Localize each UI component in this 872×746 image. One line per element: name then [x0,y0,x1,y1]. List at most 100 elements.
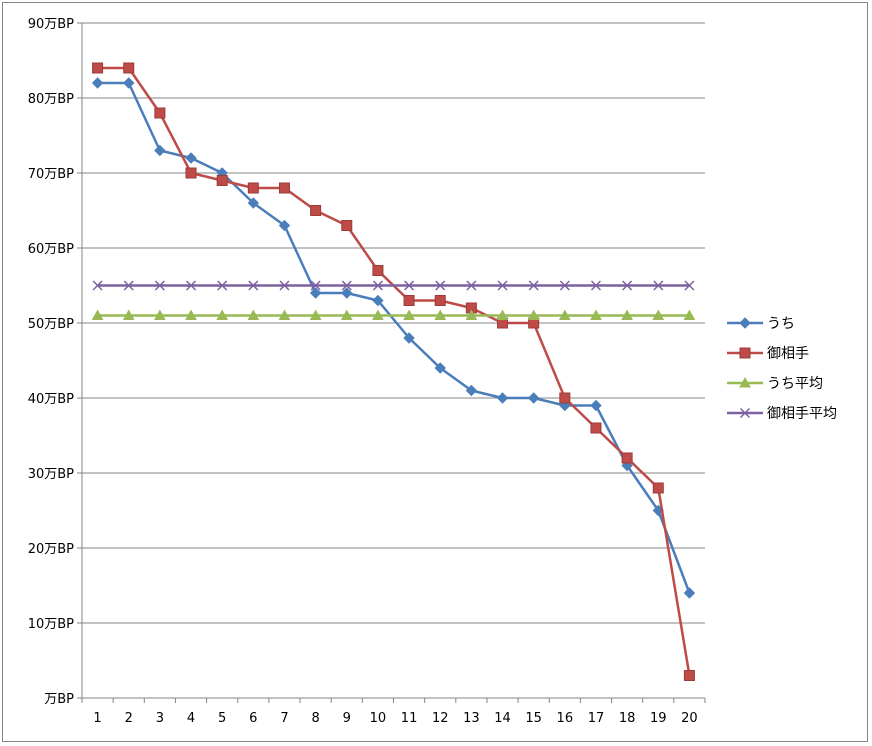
y-tick-label: 70万BP [28,167,74,182]
data-point-aite [185,167,197,179]
data-point-uchi-avg [527,309,540,320]
data-point-aite-avg [684,280,695,291]
x-axis-tick-labels: 1 2 3 4 5 6 7 8 9 10 11 12 13 14 15 16 17 18 19 20 [93,711,697,726]
data-point-aite-avg [154,280,165,291]
data-point-uchi [185,152,197,164]
data-point-uchi [496,392,509,404]
data-point-uchi-avg [652,309,665,320]
legend-marker [739,407,751,419]
y-tick-label: 90万BP [28,17,74,32]
x-tick-label: 8 [311,711,319,726]
x-tick-label: 11 [401,711,418,726]
data-point-uchi-avg [216,309,229,320]
legend-item-uchi: うち [727,316,795,332]
data-point-aite [247,182,259,194]
y-axis-tick-labels: 万BP 10万BP 20万BP 30万BP 40万BP 50万BP 60万BP 70万BP 80… [28,17,74,707]
data-point-aite [621,452,633,464]
data-point-uchi [434,362,446,374]
legend-label: 御相手 [767,346,809,362]
data-point-uchi [247,197,260,209]
x-tick-label: 6 [249,711,257,726]
series-aite [92,62,695,681]
data-point-aite-avg [248,280,259,291]
data-point-uchi-avg [683,309,696,320]
data-point-aite-avg [279,280,290,291]
data-point-aite [372,265,384,276]
data-point-aite [310,205,322,216]
data-point-uchi [590,399,602,412]
data-point-uchi [372,294,384,307]
data-point-uchi [341,287,353,299]
data-point-uchi-avg [496,309,509,320]
data-point-aite [278,182,290,194]
data-point-uchi-avg [465,309,478,320]
data-point-uchi [683,587,696,599]
data-point-uchi-avg [590,309,602,320]
x-tick-label: 20 [681,711,698,726]
data-point-uchi-avg [372,309,384,320]
data-point-aite-avg [622,280,633,291]
data-point-aite [216,175,228,186]
data-point-uchi-avg [185,309,197,320]
x-tick-label: 18 [619,711,636,726]
data-point-uchi-avg [247,309,260,320]
data-point-aite-avg [123,280,134,291]
data-point-uchi-avg [621,309,633,320]
x-tick-label: 9 [343,711,351,726]
data-point-uchi-avg [403,309,415,320]
series-line-aite [97,66,691,676]
data-point-uchi-avg [434,309,447,320]
data-point-uchi [91,77,104,89]
data-point-uchi-avg [558,309,571,320]
x-tick-label: 4 [187,711,195,726]
data-point-aite-avg [92,280,103,291]
x-tick-label: 1 [93,711,101,726]
data-point-aite-avg [466,280,477,291]
legend-item-aite: 御相手 [727,346,809,362]
data-point-uchi [278,219,291,232]
x-tick-label: 19 [650,711,667,726]
axes [77,22,706,703]
legend-label: うち平均 [767,376,823,392]
data-point-aite-avg [185,280,197,291]
y-tick-label: 50万BP [28,317,74,332]
data-point-aite-avg [590,280,602,291]
gridlines [82,22,705,624]
x-tick-label: 10 [370,711,387,726]
legend-marker [739,376,751,388]
data-point-uchi-avg [340,309,353,320]
data-point-uchi [403,332,415,344]
data-point-aite-avg [372,280,383,291]
x-tick-label: 13 [463,711,480,726]
y-tick-label: 60万BP [28,242,74,257]
data-point-aite-avg [497,280,508,291]
data-point-uchi [527,392,540,404]
data-point-aite-avg [435,280,446,291]
y-tick-label: 80万BP [28,92,74,107]
data-point-uchi-avg [309,309,322,320]
y-tick-label: 10万BP [28,617,74,632]
data-point-uchi [309,287,322,299]
y-tick-label: 40万BP [28,392,74,407]
data-point-aite [683,670,695,681]
series-line-uchi [97,81,691,594]
y-tick-label: 30万BP [28,467,74,482]
series-uchi-avg [91,309,696,320]
y-tick-label: 万BP [44,692,74,707]
data-point-aite [341,220,353,231]
data-point-uchi [465,384,478,397]
data-point-aite [559,392,571,404]
x-tick-label: 12 [432,711,449,726]
legend-item-aite-avg: 御相手平均 [727,406,837,422]
data-point-aite [154,107,166,119]
data-point-aite-avg [528,280,539,291]
data-point-aite-avg [653,280,664,291]
x-tick-label: 16 [557,711,574,726]
legend-label: うち [767,316,795,332]
series-aite-avg [92,280,695,291]
legend-marker [739,347,751,359]
x-tick-label: 14 [494,711,511,726]
x-tick-label: 5 [218,711,226,726]
